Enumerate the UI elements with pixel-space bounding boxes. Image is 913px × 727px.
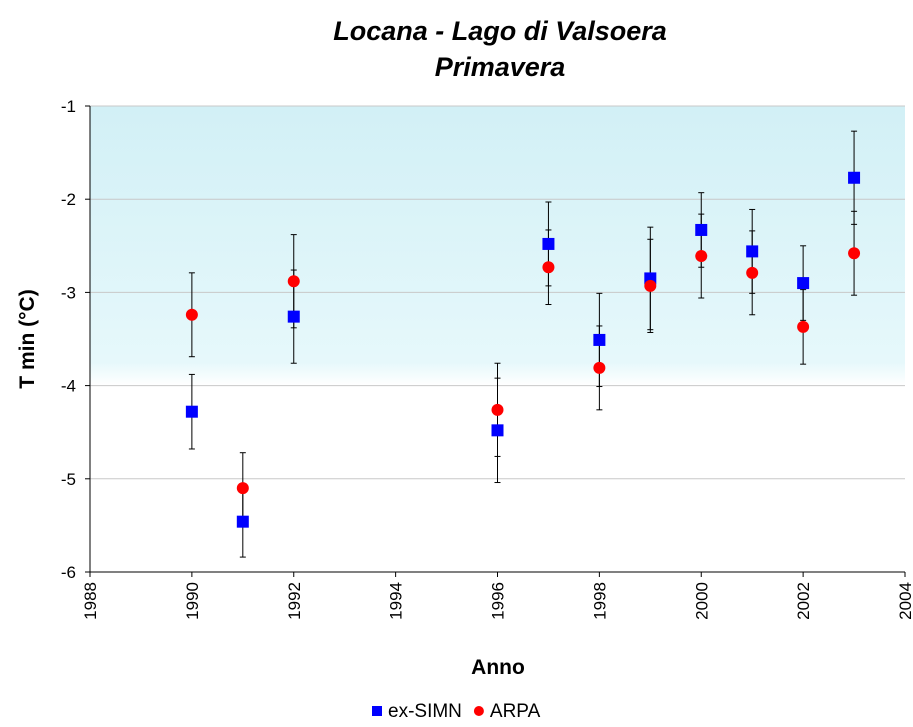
legend-item: ex-SIMN [372,701,462,722]
legend-label: ex-SIMN [388,701,462,722]
x-tick-label: 2004 [896,582,913,620]
x-tick-label: 2002 [794,582,813,620]
point [236,482,249,495]
point [848,171,861,184]
x-tick-label: 1988 [81,582,100,620]
legend-item: ARPA [473,701,541,722]
point [695,223,708,236]
x-tick-label: 1998 [590,582,609,620]
legend-marker [473,706,484,716]
y-tick-label: -3 [61,283,76,302]
x-axis-title: Anno [471,656,525,679]
y-tick-label: -5 [61,470,76,489]
point [542,261,555,274]
point [491,424,504,437]
y-tick-label: -1 [61,97,76,116]
plot-area [90,106,905,572]
point [644,279,657,292]
x-tick-label: 1992 [285,582,304,620]
point [185,308,198,321]
y-tick-label: -6 [61,563,76,582]
y-tick-label: -4 [61,377,76,396]
point [287,275,300,288]
chart-subtitle: Primavera [435,52,566,82]
point [542,237,555,250]
point [593,361,606,374]
x-tick-label: 1994 [387,582,406,620]
legend-label: ARPA [490,701,541,722]
point [797,320,810,333]
y-tick-label: -2 [61,190,76,209]
point [797,277,810,290]
point [491,403,504,416]
point [848,247,861,260]
point [695,250,708,263]
point [746,245,759,258]
legend-marker [372,706,382,716]
x-tick-label: 1996 [489,582,508,620]
point [287,310,300,323]
point [746,266,759,279]
legend: ex-SIMN ARPA [372,701,541,722]
x-tick-label: 2000 [692,582,711,620]
point [593,333,606,346]
point [236,515,249,528]
y-axis-title: T min (°C) [16,289,39,388]
chart-title: Locana - Lago di Valsoera [333,16,667,46]
x-tick-label: 1990 [183,582,202,620]
point [185,405,198,418]
